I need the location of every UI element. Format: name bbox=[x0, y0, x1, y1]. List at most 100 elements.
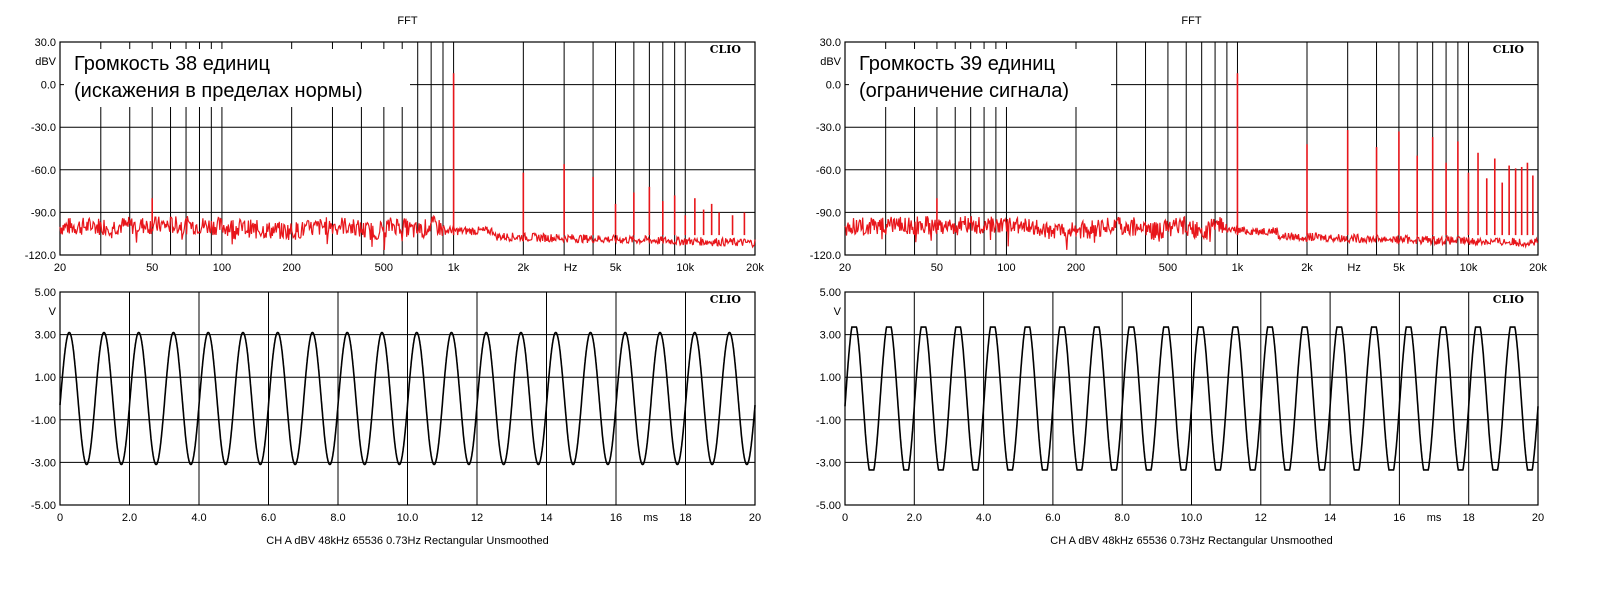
x-tick-label: 20 bbox=[1532, 512, 1544, 524]
y-tick-label: -1.00 bbox=[816, 415, 841, 427]
annotation-line-2: (искажения в пределах нормы) bbox=[74, 80, 363, 102]
x-tick-label: 200 bbox=[282, 262, 300, 274]
measurement-settings: CH A dBV 48kHz 65536 0.73Hz Rectangular … bbox=[1050, 535, 1333, 547]
x-tick-label: 6.0 bbox=[1045, 512, 1060, 524]
x-tick-label: 12 bbox=[1255, 512, 1267, 524]
y-tick-label: 0.0 bbox=[41, 80, 56, 92]
x-tick-label: 4.0 bbox=[191, 512, 206, 524]
x-tick-label: 10k bbox=[676, 262, 694, 274]
fft-chart-right: 30.0 0.0 -30.0 -60.0 -90.0 -120.0 dBV 20 50 100 20… bbox=[810, 15, 1548, 274]
plot-frame bbox=[59, 41, 756, 256]
x-tick-label: 2.0 bbox=[907, 512, 922, 524]
x-axis-label: Hz bbox=[564, 262, 577, 274]
x-tick-label: 100 bbox=[997, 262, 1015, 274]
y-tick-label: 3.00 bbox=[35, 330, 56, 342]
spectrum-trace bbox=[59, 214, 756, 251]
y-tick-label: -60.0 bbox=[816, 165, 841, 177]
y-tick-label: 1.00 bbox=[35, 372, 56, 384]
x-tick-label: 200 bbox=[1067, 262, 1085, 274]
x-tick-label: 50 bbox=[146, 262, 158, 274]
y-axis-label: dBV bbox=[35, 56, 56, 68]
y-tick-label: -90.0 bbox=[816, 207, 841, 219]
x-tick-label: 20 bbox=[839, 262, 851, 274]
y-axis-label: dBV bbox=[820, 56, 841, 68]
x-tick-label: 20 bbox=[749, 512, 761, 524]
annotation-line-1: Громкость 39 единиц bbox=[859, 53, 1055, 75]
annotation-line-1: Громкость 38 единиц bbox=[74, 53, 270, 75]
y-tick-label: 5.00 bbox=[35, 287, 56, 299]
y-tick-label: -90.0 bbox=[31, 207, 56, 219]
y-tick-label: -120.0 bbox=[810, 250, 841, 262]
x-tick-label: 5k bbox=[1393, 262, 1405, 274]
x-tick-label: 14 bbox=[540, 512, 552, 524]
harmonics bbox=[151, 73, 746, 236]
x-tick-label: 18 bbox=[679, 512, 691, 524]
x-tick-label: 12 bbox=[471, 512, 483, 524]
x-axis-label: ms bbox=[1427, 512, 1442, 524]
fft-chart-left: 30.0 0.0 -30.0 -60.0 -90.0 -120.0 dBV 20 50 100 20… bbox=[25, 15, 765, 274]
y-tick-label: -120.0 bbox=[25, 250, 56, 262]
x-axis-label: ms bbox=[643, 512, 658, 524]
spectrum-trace bbox=[844, 215, 1539, 250]
y-tick-label: -1.00 bbox=[31, 415, 56, 427]
x-tick-label: 50 bbox=[931, 262, 943, 274]
waveform-trace bbox=[59, 331, 756, 466]
x-tick-label: 20k bbox=[1529, 262, 1547, 274]
brand-logo: CLIO bbox=[1493, 43, 1525, 56]
y-tick-label: -60.0 bbox=[31, 165, 56, 177]
annotation-line-2: (ограничение сигнала) bbox=[859, 80, 1069, 102]
y-axis-label: V bbox=[834, 306, 842, 318]
y-tick-label: 30.0 bbox=[35, 37, 56, 49]
x-tick-label: 10.0 bbox=[1181, 512, 1202, 524]
x-tick-label: 20k bbox=[746, 262, 764, 274]
chart-title: FFT bbox=[1181, 15, 1201, 27]
grid bbox=[60, 292, 755, 505]
brand-logo: CLIO bbox=[1493, 293, 1525, 306]
chart-title: FFT bbox=[397, 15, 417, 27]
x-tick-label: 4.0 bbox=[976, 512, 991, 524]
x-axis-label: Hz bbox=[1347, 262, 1360, 274]
y-tick-label: -5.00 bbox=[31, 500, 56, 512]
x-tick-label: 16 bbox=[1393, 512, 1405, 524]
x-tick-label: 20 bbox=[54, 262, 66, 274]
waveform-chart-left: 5.00 3.00 1.00 -1.00 -3.00 -5.00 V 0 2.0 4.0 6.0 8.… bbox=[31, 287, 761, 547]
x-tick-label: 500 bbox=[375, 262, 393, 274]
annotation-box bbox=[849, 49, 1111, 107]
x-tick-label: 5k bbox=[610, 262, 622, 274]
x-tick-label: 1k bbox=[1232, 262, 1244, 274]
x-tick-label: 8.0 bbox=[330, 512, 345, 524]
x-tick-label: 500 bbox=[1159, 262, 1177, 274]
y-tick-label: -30.0 bbox=[816, 122, 841, 134]
y-tick-label: 0.0 bbox=[826, 80, 841, 92]
x-tick-label: 1k bbox=[448, 262, 460, 274]
x-tick-label: 6.0 bbox=[261, 512, 276, 524]
x-tick-label: 10k bbox=[1460, 262, 1478, 274]
y-tick-label: 3.00 bbox=[820, 330, 841, 342]
y-tick-label: -5.00 bbox=[816, 500, 841, 512]
y-tick-label: 30.0 bbox=[820, 37, 841, 49]
brand-logo: CLIO bbox=[710, 293, 742, 306]
plot-frame bbox=[844, 41, 1539, 256]
x-tick-label: 2k bbox=[1301, 262, 1313, 274]
y-tick-label: -3.00 bbox=[816, 457, 841, 469]
x-tick-label: 0 bbox=[57, 512, 63, 524]
x-tick-label: 100 bbox=[213, 262, 231, 274]
x-tick-label: 18 bbox=[1463, 512, 1475, 524]
y-tick-label: -3.00 bbox=[31, 457, 56, 469]
waveform-trace bbox=[844, 326, 1539, 471]
y-tick-label: -30.0 bbox=[31, 122, 56, 134]
measurement-settings: CH A dBV 48kHz 65536 0.73Hz Rectangular … bbox=[266, 535, 549, 547]
x-tick-label: 0 bbox=[842, 512, 848, 524]
waveform-chart-right: 5.00 3.00 1.00 -1.00 -3.00 -5.00 V 0 2.0 4.0 6.0 8.… bbox=[816, 287, 1544, 547]
y-axis-label: V bbox=[49, 306, 57, 318]
x-tick-label: 10.0 bbox=[397, 512, 418, 524]
x-tick-label: 14 bbox=[1324, 512, 1336, 524]
annotation-box bbox=[64, 49, 410, 107]
x-tick-label: 2.0 bbox=[122, 512, 137, 524]
x-tick-label: 2k bbox=[518, 262, 530, 274]
x-tick-label: 16 bbox=[610, 512, 622, 524]
y-tick-label: 5.00 bbox=[820, 287, 841, 299]
y-tick-label: 1.00 bbox=[820, 372, 841, 384]
harmonics bbox=[936, 73, 1534, 236]
